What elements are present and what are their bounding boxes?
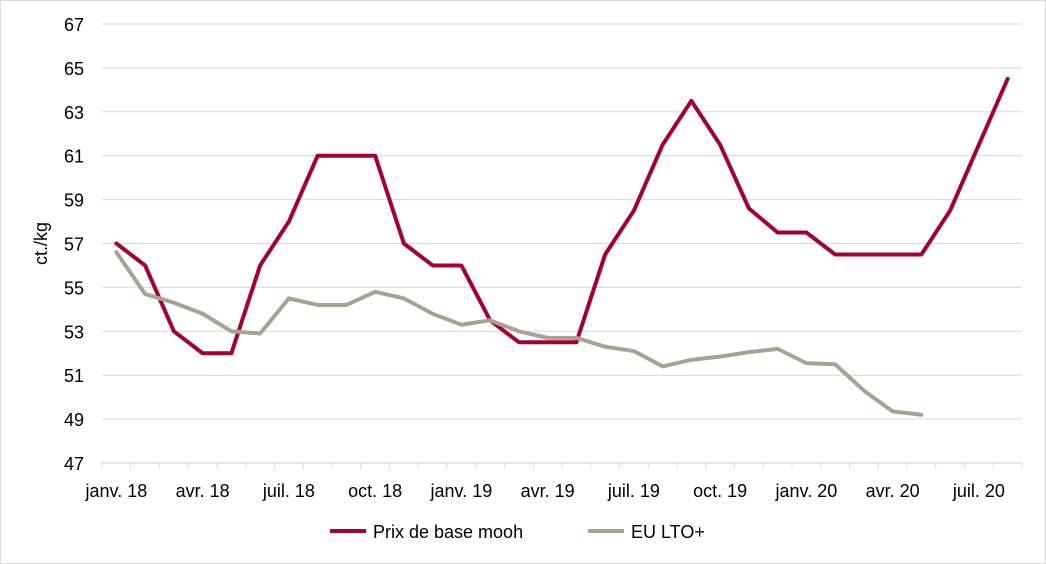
y-tick-label: 65: [64, 59, 84, 79]
series-line-2: [114, 250, 924, 417]
x-tick-label: juil. 19: [607, 481, 660, 501]
y-tick-label: 49: [64, 410, 84, 430]
x-tick-label: avr. 19: [521, 481, 575, 501]
legend-label: EU LTO+: [631, 522, 705, 542]
x-tick-labels: janv. 18 avr. 18 juil. 18 oct. 18 janv. 19 av…: [85, 481, 1005, 501]
x-tick-label: oct. 19: [693, 481, 747, 501]
y-tick-label: 63: [64, 103, 84, 123]
x-tick-label: juil. 20: [952, 481, 1005, 501]
y-tick-label: 67: [64, 15, 84, 35]
axes: [101, 462, 1023, 469]
x-tick-label: janv. 18: [85, 481, 148, 501]
y-tick-label: 59: [64, 191, 84, 211]
series-lines: [114, 76, 1010, 417]
y-tick-label: 55: [64, 278, 84, 298]
x-tick-label: janv. 20: [775, 481, 838, 501]
x-tick-label: avr. 18: [176, 481, 230, 501]
x-tick-label: juil. 18: [262, 481, 315, 501]
y-tick-labels: 47 49 51 53 55 57 59 61 63 65 67: [64, 15, 84, 474]
legend: Prix de base mooh EU LTO+: [330, 522, 705, 542]
gridlines: [102, 23, 1022, 420]
legend-label: Prix de base mooh: [373, 522, 523, 542]
series-line-1: [114, 76, 1010, 356]
x-tick-label: avr. 20: [866, 481, 920, 501]
y-tick-label: 57: [64, 235, 84, 255]
x-tick-label: oct. 18: [348, 481, 402, 501]
y-tick-label: 47: [64, 454, 84, 474]
y-tick-label: 51: [64, 366, 84, 386]
y-axis-label: ct./kg: [31, 222, 51, 265]
y-tick-label: 61: [64, 147, 84, 167]
y-tick-label: 53: [64, 322, 84, 342]
x-tick-label: janv. 19: [430, 481, 493, 501]
